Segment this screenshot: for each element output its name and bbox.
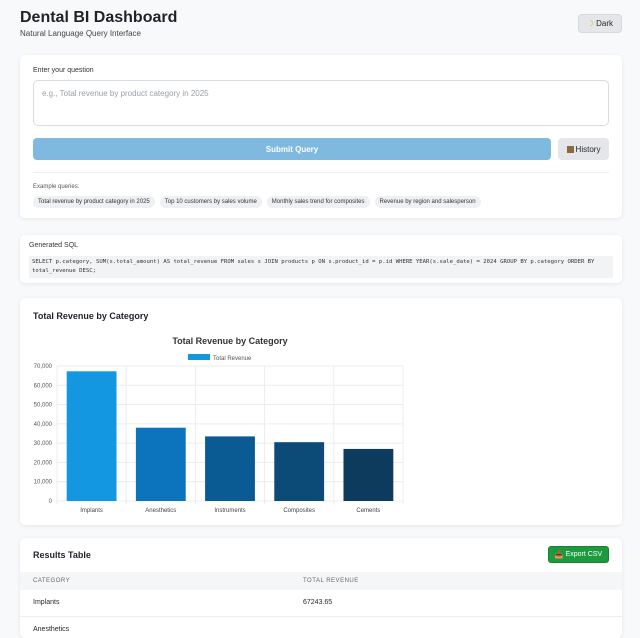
theme-toggle-label: Dark: [596, 19, 614, 28]
y-tick-label: 20,000: [34, 460, 53, 466]
chart-card: Total Revenue by Category Total Revenue …: [20, 298, 622, 525]
submit-query-button[interactable]: Submit Query: [33, 138, 551, 160]
y-tick-label: 10,000: [34, 480, 53, 486]
legend-swatch: [188, 354, 210, 360]
x-tick-label: Implants: [80, 508, 103, 514]
bar-instruments: [205, 436, 255, 501]
history-label: History: [575, 144, 601, 154]
column-header: TOTAL REVENUE: [290, 572, 622, 590]
bar-cements: [343, 448, 394, 501]
divider: [33, 172, 609, 173]
example-chip[interactable]: Monthly sales trend for composites: [266, 196, 370, 208]
chart-title: Total Revenue by Category: [172, 336, 287, 346]
legend-label: Total Revenue: [213, 356, 252, 362]
query-card: Enter your question e.g., Total revenue …: [20, 55, 622, 218]
history-icon: [566, 145, 574, 153]
results-table: CATEGORY TOTAL REVENUE Implants 67243.65 …: [20, 572, 622, 638]
column-header: CATEGORY: [20, 572, 290, 590]
cell: Implants: [20, 590, 290, 617]
export-label: Export CSV: [565, 551, 603, 558]
bar-composites: [274, 442, 325, 501]
table-row: Implants 67243.65: [20, 590, 622, 617]
chart-section-title: Total Revenue by Category: [33, 311, 149, 321]
y-tick-label: 50,000: [34, 403, 53, 409]
y-tick-label: 0: [49, 499, 53, 505]
moon-icon: ☽: [586, 19, 595, 28]
export-csv-button[interactable]: 📥 Export CSV: [548, 546, 609, 563]
x-tick-label: Instruments: [214, 508, 245, 514]
sql-code: SELECT p.category, SUM(s.total_amount) A…: [29, 256, 613, 278]
theme-toggle-button[interactable]: ☽ Dark: [578, 14, 622, 33]
example-chip[interactable]: Total revenue by product category in 202…: [33, 196, 155, 208]
question-input[interactable]: e.g., Total revenue by product category …: [33, 80, 609, 126]
example-chip[interactable]: Top 10 customers by sales volume: [159, 196, 262, 208]
bar-chart: Total Revenue by Category Total Revenue 0 1…: [34, 336, 404, 514]
sql-card: Generated SQL SELECT p.category, SUM(s.t…: [20, 235, 622, 283]
history-button[interactable]: History: [558, 138, 609, 160]
page-subtitle: Natural Language Query Interface: [20, 29, 141, 38]
examples-label: Example queries:: [33, 184, 80, 190]
y-tick-label: 30,000: [34, 441, 53, 447]
bar-anesthetics: [135, 427, 186, 501]
page-title: Dental BI Dashboard: [20, 9, 178, 26]
results-card: Results Table 📥 Export CSV CATEGORY TOTAL…: [20, 538, 622, 638]
question-label: Enter your question: [33, 67, 94, 74]
example-chip[interactable]: Revenue by region and salesperson: [374, 196, 481, 208]
x-tick-label: Anesthetics: [145, 508, 176, 514]
cell: Anesthetics: [20, 616, 290, 638]
x-tick-label: Cements: [356, 508, 380, 514]
table-row: Anesthetics: [20, 616, 622, 638]
y-tick-label: 40,000: [34, 422, 53, 428]
cell: 67243.65: [290, 590, 622, 617]
results-title: Results Table: [33, 550, 91, 560]
y-tick-label: 70,000: [34, 364, 53, 370]
example-queries: Total revenue by product category in 202…: [33, 196, 481, 208]
x-tick-label: Composites: [283, 508, 315, 514]
bar-implants: [66, 371, 117, 501]
sql-label: Generated SQL: [29, 242, 79, 249]
y-tick-label: 60,000: [34, 383, 53, 389]
download-icon: 📥: [554, 551, 564, 559]
cell: [290, 616, 622, 638]
